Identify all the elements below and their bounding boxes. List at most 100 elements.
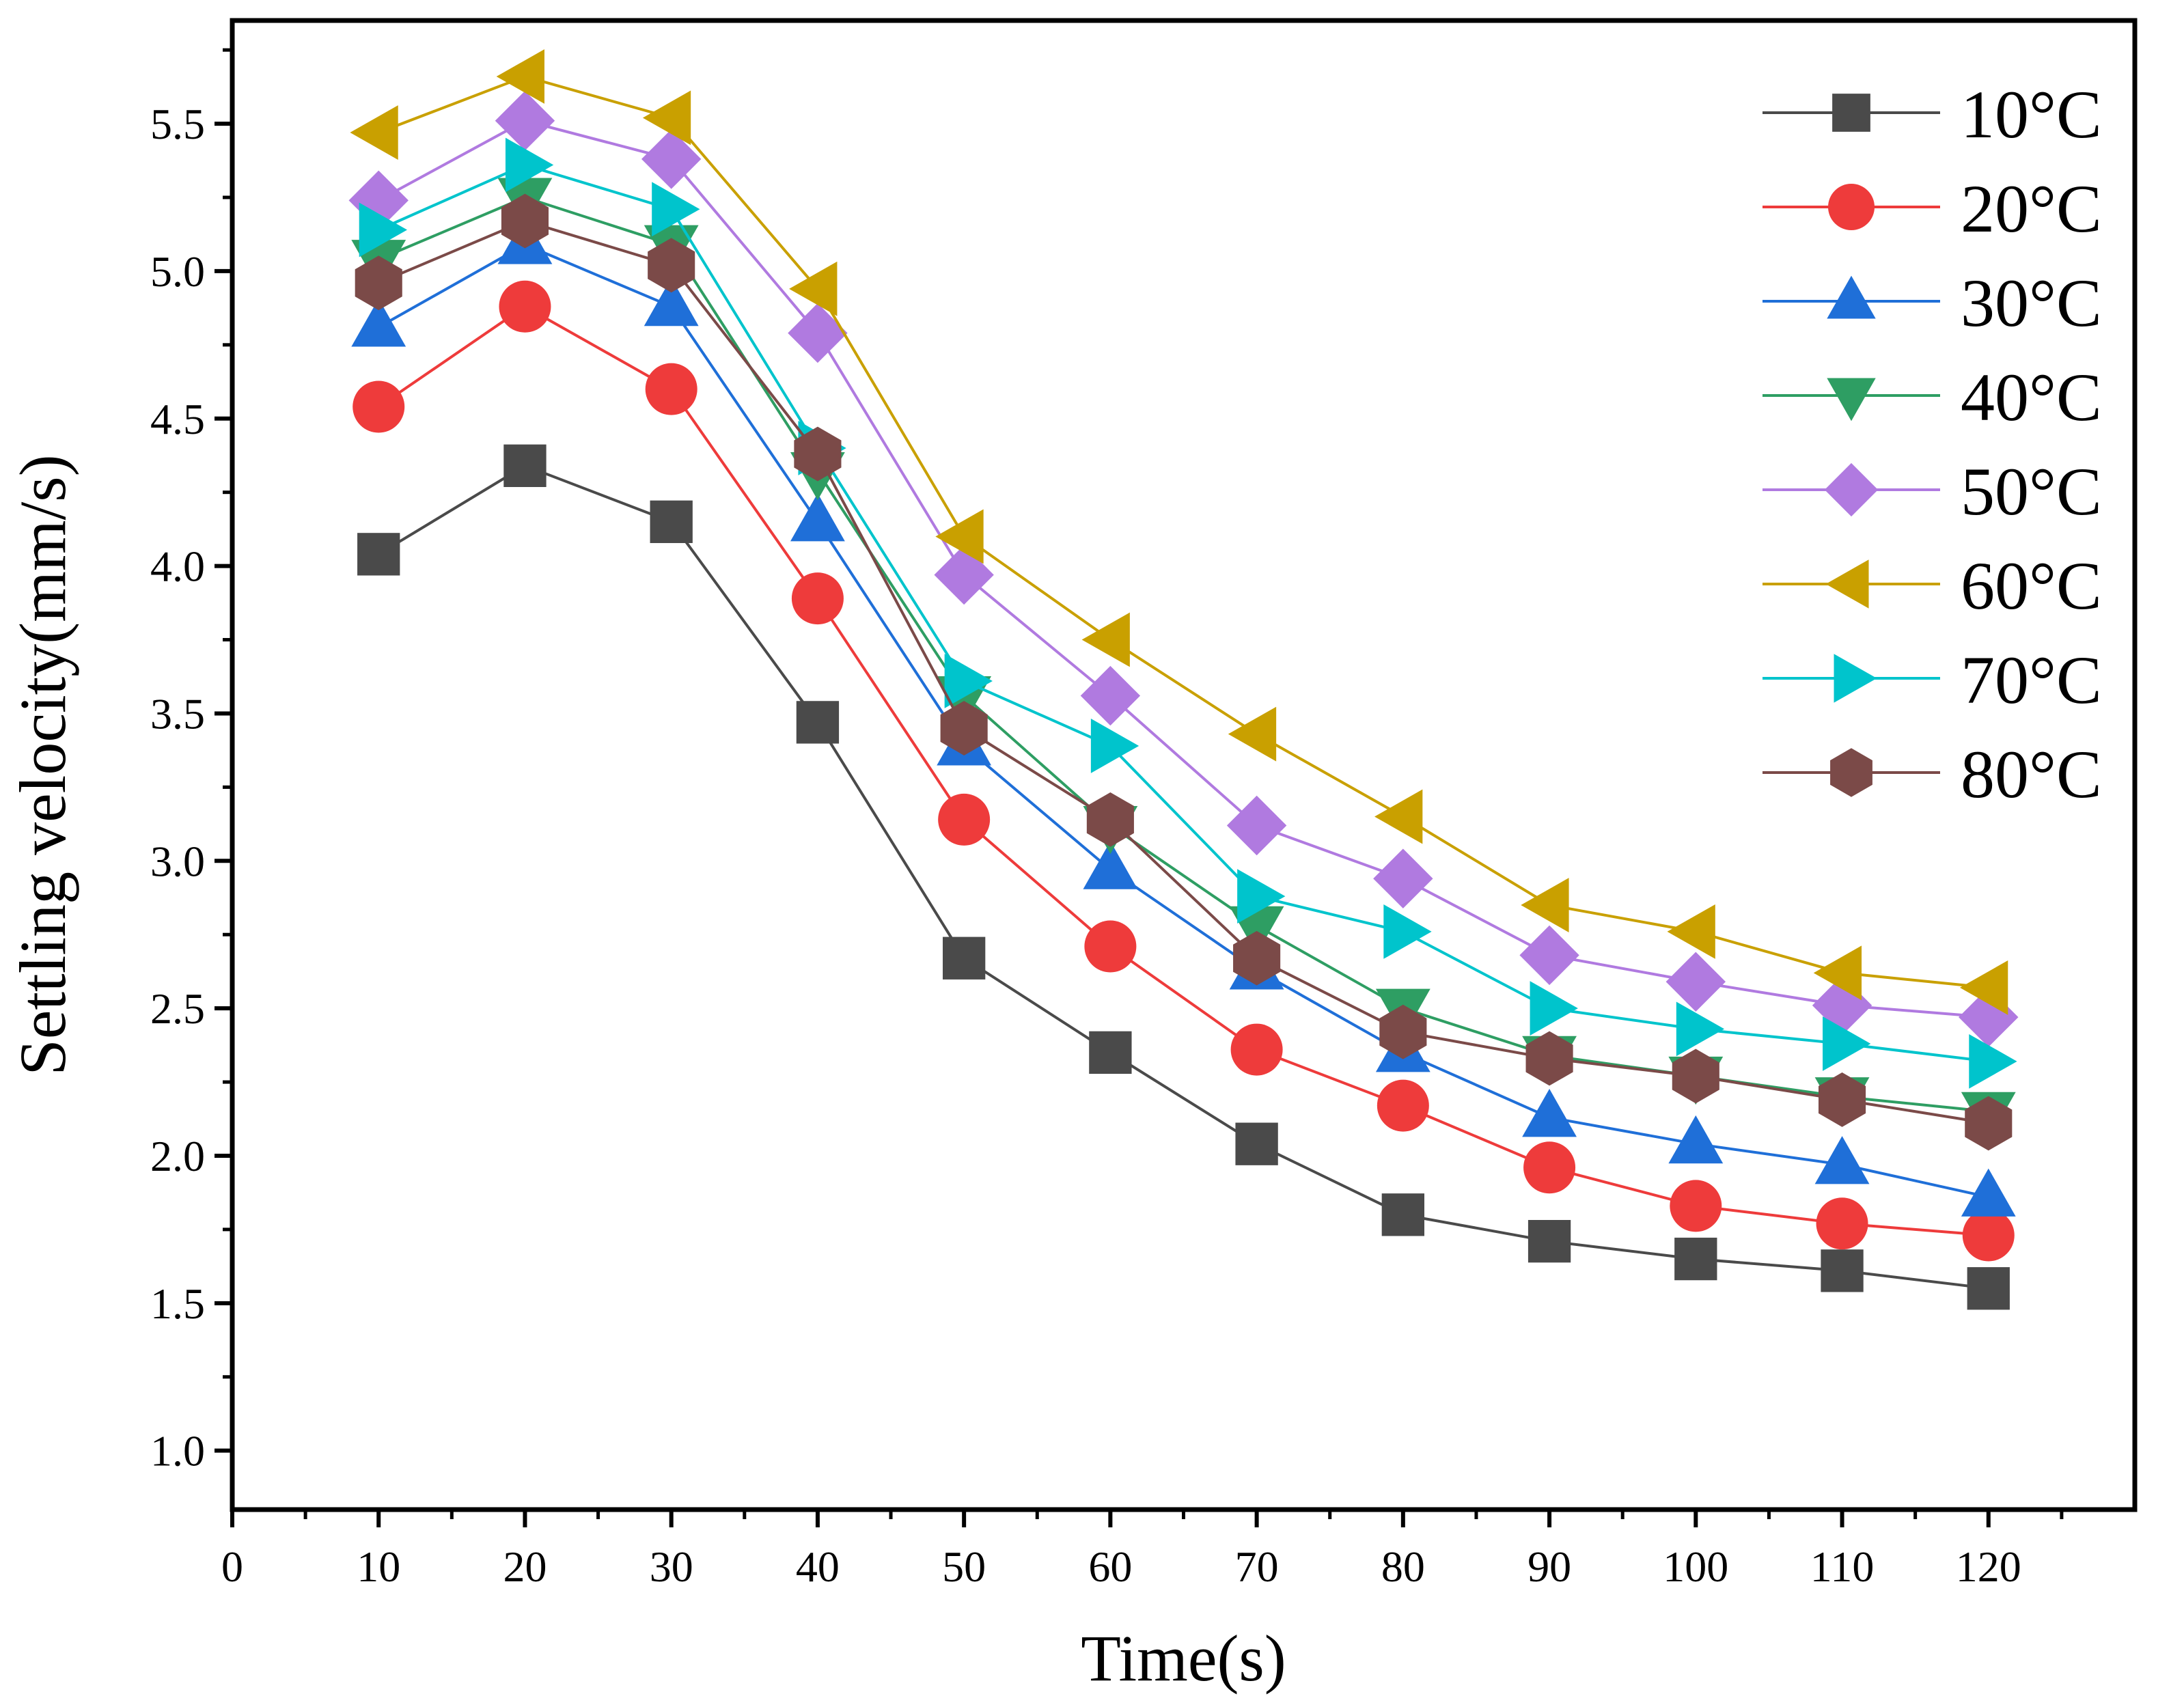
- x-tick-label-7: 70: [1235, 1542, 1279, 1591]
- data-point-0-0: [357, 533, 400, 576]
- legend-label-7: 80°C: [1961, 736, 2102, 812]
- legend-label-4: 50°C: [1961, 454, 2102, 529]
- legend-marker-4: [1824, 462, 1879, 517]
- data-point-5-5: [1081, 612, 1130, 667]
- legend-item-3: 40°C: [1763, 359, 2102, 435]
- data-point-4-6: [1226, 795, 1287, 856]
- data-point-7-0: [355, 255, 402, 311]
- data-point-1-6: [1230, 1023, 1283, 1076]
- data-point-7-5: [1086, 792, 1134, 847]
- data-point-6-11: [1969, 1033, 2017, 1089]
- data-point-7-11: [1965, 1096, 2013, 1151]
- legend-label-6: 70°C: [1961, 642, 2102, 718]
- y-tick-label-2: 2.0: [150, 1132, 205, 1180]
- series-1: [353, 280, 2015, 1262]
- legend-marker-6: [1834, 654, 1877, 703]
- y-tick-label-7: 4.5: [150, 395, 205, 443]
- data-point-5-1: [496, 49, 544, 104]
- data-point-1-10: [1816, 1197, 1868, 1250]
- x-tick-label-6: 60: [1088, 1542, 1132, 1591]
- x-tick-label-3: 30: [650, 1542, 693, 1591]
- data-point-5-4: [935, 509, 984, 564]
- data-point-6-7: [1383, 904, 1432, 959]
- data-point-5-9: [1667, 904, 1715, 959]
- data-point-0-2: [650, 500, 693, 544]
- data-point-6-6: [1237, 869, 1286, 924]
- plot-area: [348, 49, 2019, 1310]
- data-point-0-10: [1821, 1249, 1864, 1292]
- data-point-5-7: [1374, 789, 1423, 844]
- data-point-5-8: [1521, 878, 1569, 932]
- data-point-5-0: [350, 105, 398, 160]
- data-point-1-9: [1670, 1180, 1722, 1232]
- x-tick-label-5: 50: [942, 1542, 986, 1591]
- data-point-1-4: [938, 793, 991, 846]
- axes: 0 10 20 30 40 50 60 70 80 90 100 110 120 1.0 1.5 2.0 2.5…: [150, 18, 2138, 1591]
- y-tick-label-3: 2.5: [150, 984, 205, 1033]
- legend-item-5: 60°C: [1763, 548, 2102, 624]
- data-point-2-10: [1814, 1136, 1870, 1184]
- y-tick-label-4: 3.0: [150, 837, 205, 885]
- y-tick-label-1: 1.5: [150, 1279, 205, 1328]
- legend-marker-1: [1828, 184, 1875, 230]
- data-point-7-1: [501, 193, 549, 249]
- y-tick-label-6: 4.0: [150, 542, 205, 591]
- data-point-5-2: [642, 90, 691, 145]
- data-point-2-9: [1668, 1115, 1724, 1164]
- data-point-7-10: [1818, 1072, 1866, 1127]
- data-point-7-8: [1525, 1031, 1573, 1086]
- data-point-1-11: [1962, 1209, 2015, 1262]
- legend-label-1: 20°C: [1961, 171, 2102, 247]
- series-line-5: [378, 74, 1989, 989]
- data-point-2-11: [1961, 1168, 2016, 1217]
- data-point-6-8: [1530, 981, 1578, 1036]
- x-tick-label-11: 110: [1810, 1542, 1875, 1591]
- x-tick-label-1: 10: [357, 1542, 400, 1591]
- data-point-7-6: [1233, 930, 1281, 986]
- data-point-1-2: [645, 363, 697, 415]
- legend: 10°C 20°C 30°C 40°C 50°C 60°C 70°C 80°C: [1763, 77, 2102, 812]
- data-point-0-4: [942, 936, 986, 980]
- data-point-5-10: [1813, 945, 1862, 1001]
- data-point-2-3: [790, 493, 845, 542]
- data-point-2-2: [644, 277, 699, 327]
- data-point-0-6: [1235, 1122, 1278, 1165]
- data-point-4-7: [1373, 848, 1433, 908]
- y-axis-title: Settling velocity(mm/s): [6, 454, 79, 1075]
- data-point-4-9: [1665, 952, 1726, 1012]
- y-tick-label-8: 5.0: [150, 247, 205, 296]
- series-line-6: [378, 163, 1989, 1063]
- y-tick-label-0: 1.0: [150, 1427, 205, 1475]
- legend-item-0: 10°C: [1763, 77, 2102, 152]
- data-point-7-7: [1379, 1004, 1427, 1059]
- data-point-0-5: [1089, 1031, 1132, 1074]
- data-point-1-1: [499, 280, 551, 333]
- data-point-1-0: [353, 380, 405, 433]
- x-tick-label-2: 20: [503, 1542, 547, 1591]
- legend-label-2: 30°C: [1961, 265, 2102, 341]
- legend-marker-2: [1827, 275, 1876, 319]
- data-point-5-11: [1959, 960, 2008, 1015]
- series-line-2: [378, 242, 1989, 1199]
- data-point-6-10: [1823, 1016, 1871, 1071]
- legend-label-3: 40°C: [1961, 359, 2102, 435]
- data-point-0-3: [796, 701, 840, 744]
- y-tick-label-9: 5.5: [150, 100, 205, 148]
- data-point-1-3: [791, 572, 844, 625]
- data-point-6-1: [505, 137, 554, 193]
- data-point-2-0: [351, 299, 406, 347]
- data-point-0-8: [1528, 1220, 1571, 1263]
- data-point-0-9: [1674, 1237, 1717, 1281]
- series-line-0: [378, 464, 1989, 1290]
- legend-marker-3: [1827, 378, 1876, 421]
- data-point-4-5: [1080, 665, 1141, 726]
- data-point-1-8: [1523, 1141, 1576, 1194]
- data-point-5-3: [789, 261, 838, 316]
- data-point-2-8: [1522, 1089, 1577, 1137]
- data-point-6-5: [1090, 719, 1139, 773]
- y-tick-label-5: 3.5: [150, 689, 205, 738]
- data-point-0-11: [1967, 1267, 2010, 1310]
- data-point-7-3: [794, 426, 842, 482]
- data-point-7-2: [648, 238, 695, 293]
